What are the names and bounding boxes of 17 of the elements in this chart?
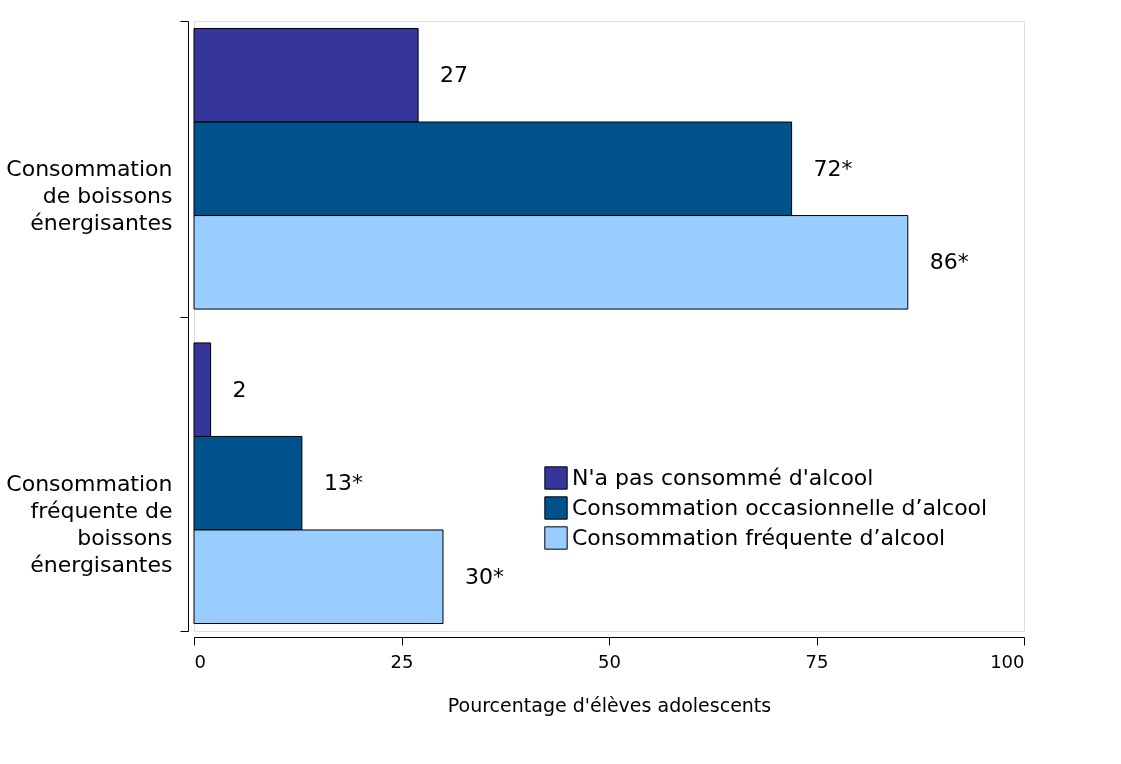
x-tick-label: 100 (990, 650, 1025, 672)
x-tick-label: 75 (805, 650, 829, 672)
legend-label: Consommation occasionnelle d’alcool (572, 495, 988, 520)
x-tick-label: 50 (598, 650, 621, 672)
x-tick-label: 0 (194, 650, 206, 672)
data-label: 30* (465, 563, 504, 589)
data-label: 2 (232, 376, 247, 402)
y-tick-label: Consommation de boissons énergisantes (6, 156, 173, 236)
data-label: 72* (813, 155, 853, 181)
data-label: 27 (440, 62, 469, 88)
data-label: 86* (929, 249, 969, 275)
y-tick-label: Consommation fréquente de boissons énergisantes (6, 470, 173, 577)
legend-label: N'a pas consommé d'alcool (572, 465, 874, 490)
data-label: 13* (323, 470, 363, 496)
x-axis-title: Pourcentage d'élèves adolescents (447, 693, 772, 716)
legend-label: Consommation fréquente d’alcool (572, 525, 946, 550)
x-tick-label: 25 (390, 650, 414, 672)
